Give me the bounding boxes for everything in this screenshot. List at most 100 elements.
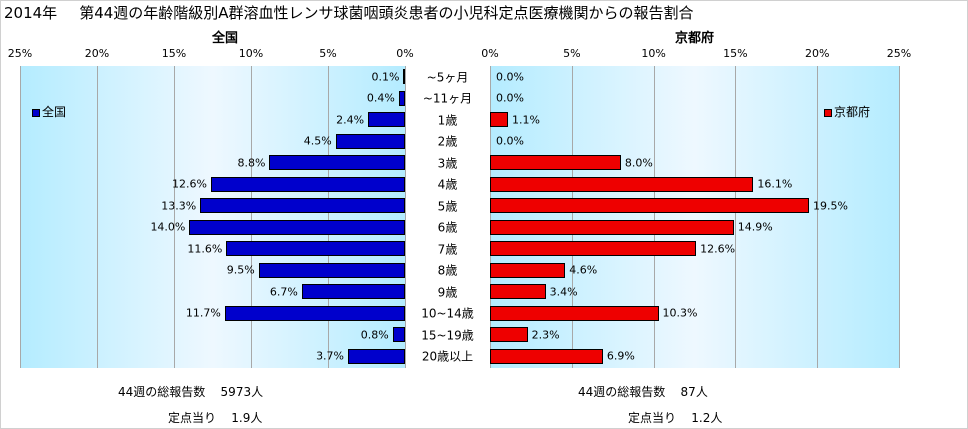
national-bar: [200, 198, 405, 214]
kyoto-total-value: 87人: [680, 385, 708, 399]
national-data-label: 8.8%: [237, 156, 266, 170]
kyoto-total: 44週の総報告数 87人: [578, 383, 708, 400]
kyoto-bar: [490, 284, 546, 300]
category-label: 5歳: [437, 199, 458, 214]
national-gridline: [20, 66, 21, 368]
national-tick-label: 10%: [238, 47, 264, 60]
national-bar: [226, 241, 405, 257]
chart-title: 2014年 第44週の年齢階級別A群溶血性レンサ球菌咽頭炎患者の小児科定点医療機関…: [4, 2, 694, 23]
national-bar: [210, 176, 405, 192]
kyoto-bar: [490, 327, 528, 343]
kyoto-bar: [490, 176, 754, 192]
kyoto-gridline: [817, 66, 818, 368]
national-data-label: 9.5%: [226, 263, 255, 277]
national-data-label: 12.6%: [172, 177, 207, 191]
national-data-label: 14.0%: [150, 220, 186, 234]
title-year: 2014年: [4, 4, 58, 22]
kyoto-total-label: 44週の総報告数: [578, 385, 666, 399]
national-gridline: [97, 66, 98, 368]
national-legend: 全国: [32, 103, 66, 120]
national-data-label: 0.1%: [371, 70, 400, 84]
kyoto-per-label: 定点当り: [628, 411, 677, 425]
national-tick-label: 25%: [7, 47, 33, 60]
national-data-label: 0.8%: [360, 328, 389, 342]
national-data-label: 6.7%: [269, 285, 298, 299]
national-data-label: 11.7%: [185, 306, 221, 320]
national-panel-title: 全国: [212, 31, 239, 46]
national-total-value: 5973人: [220, 385, 264, 399]
kyoto-per-site: 定点当り 1.2人: [628, 409, 722, 426]
category-label: 4歳: [437, 177, 458, 192]
national-bar: [398, 90, 405, 106]
kyoto-bar: [490, 262, 566, 278]
category-label: 6歳: [437, 220, 458, 235]
kyoto-data-label: 19.5%: [813, 199, 848, 213]
kyoto-data-label: 0.0%: [496, 91, 524, 105]
national-gridline: [174, 66, 175, 368]
national-data-label: 0.4%: [366, 91, 395, 105]
national-bar: [224, 305, 405, 321]
national-total: 44週の総報告数 5973人: [118, 383, 263, 400]
kyoto-per-value: 1.2人: [691, 411, 723, 425]
national-legend-label: 全国: [42, 105, 67, 119]
kyoto-legend-swatch: [824, 108, 832, 117]
kyoto-data-label: 2.3%: [531, 328, 560, 342]
category-label: 7歳: [437, 242, 458, 257]
national-tick-label: 0%: [396, 47, 414, 60]
kyoto-data-label: 0.0%: [496, 134, 524, 148]
kyoto-bar: [490, 198, 810, 214]
kyoto-data-label: 10.3%: [662, 306, 698, 320]
kyoto-tick-label: 20%: [804, 47, 830, 60]
kyoto-data-label: 1.1%: [511, 113, 540, 127]
kyoto-bar: [490, 219, 734, 235]
national-data-label: 2.4%: [336, 113, 365, 127]
national-tick-label: 5%: [319, 47, 337, 60]
national-gridline: [251, 66, 252, 368]
kyoto-gridline: [899, 66, 900, 368]
kyoto-data-label: 14.9%: [737, 220, 773, 234]
kyoto-gridline: [654, 66, 655, 368]
national-plot-area: [20, 66, 405, 368]
kyoto-bar: [490, 241, 697, 257]
category-label: 3歳: [437, 156, 458, 171]
national-tick-label: 20%: [84, 47, 110, 60]
kyoto-data-label: 8.0%: [624, 156, 653, 170]
category-label: 10~14歳: [421, 306, 474, 321]
kyoto-tick-label: 5%: [563, 47, 581, 60]
kyoto-tick-label: 0%: [481, 47, 499, 60]
national-tick-label: 15%: [161, 47, 187, 60]
category-label: 2歳: [437, 134, 458, 149]
kyoto-data-label: 12.6%: [700, 242, 736, 256]
national-bar: [335, 133, 405, 149]
kyoto-gridline: [572, 66, 573, 368]
title-text: 第44週の年齢階級別A群溶血性レンサ球菌咽頭炎患者の小児科定点医療機関からの報告…: [79, 4, 694, 22]
national-data-label: 3.7%: [316, 349, 345, 363]
national-bar: [258, 262, 405, 278]
kyoto-data-label: 6.9%: [606, 349, 635, 363]
national-total-label: 44週の総報告数: [118, 385, 206, 399]
kyoto-tick-label: 15%: [723, 47, 748, 60]
kyoto-data-label: 4.6%: [569, 263, 598, 277]
category-label: ~5ヶ月: [426, 70, 469, 85]
category-label: 9歳: [437, 285, 458, 300]
national-data-label: 11.6%: [187, 242, 223, 256]
category-label: ~11ヶ月: [422, 91, 473, 106]
kyoto-legend: 京都府: [824, 103, 870, 120]
national-bar: [392, 327, 405, 343]
national-per-label: 定点当り: [168, 411, 217, 425]
category-label: 8歳: [437, 263, 458, 278]
kyoto-bar: [490, 348, 603, 364]
national-data-label: 4.5%: [303, 134, 332, 148]
kyoto-panel-title: 京都府: [675, 31, 715, 46]
national-per-site: 定点当り 1.9人: [168, 409, 262, 426]
kyoto-tick-label: 10%: [641, 47, 666, 60]
kyoto-gridline: [490, 66, 491, 368]
national-bar: [348, 348, 405, 364]
national-per-value: 1.9人: [231, 411, 263, 425]
national-bar: [301, 284, 405, 300]
national-gridline: [328, 66, 329, 368]
category-label: 1歳: [437, 113, 458, 128]
kyoto-bar: [490, 155, 621, 171]
national-legend-swatch: [32, 108, 40, 117]
national-gridline: [405, 66, 406, 368]
